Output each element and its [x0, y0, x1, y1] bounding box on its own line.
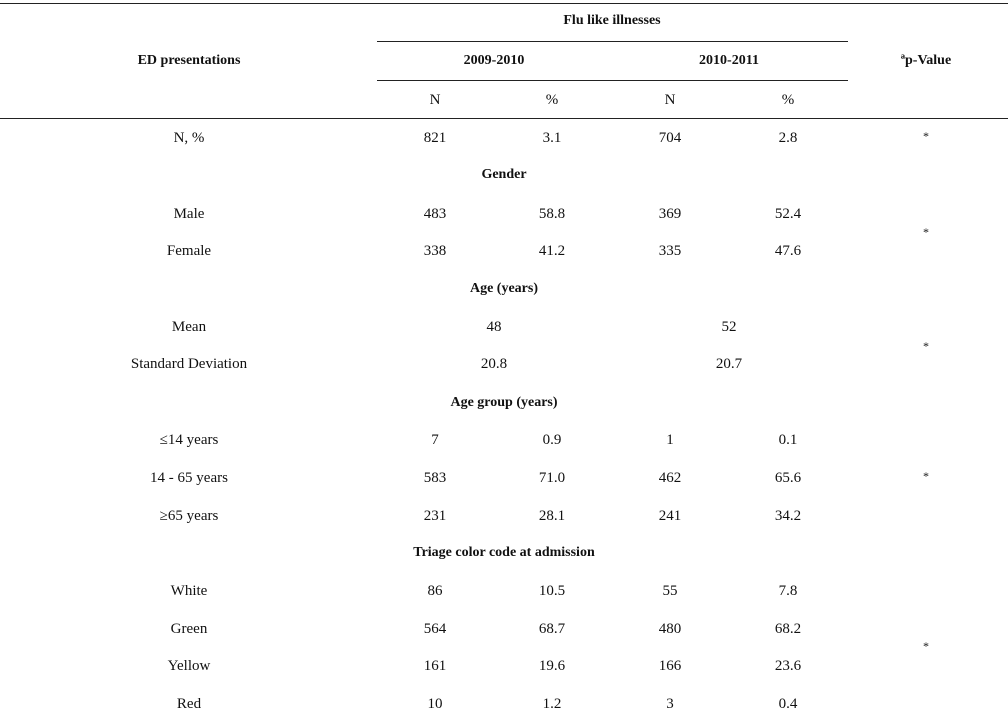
cell-pct-2009: 3.1 — [542, 130, 562, 146]
row-label: Yellow — [167, 658, 211, 674]
cell-n-2009: 231 — [423, 508, 447, 524]
cell-pct-2010: 34.2 — [774, 508, 802, 524]
cell-pct-2009: 28.1 — [538, 508, 566, 524]
row-label: Standard Deviation — [130, 356, 248, 372]
header-bottom-rule — [0, 118, 1008, 119]
row-label: Red — [176, 696, 202, 712]
pvalue-mark: * — [923, 225, 929, 239]
group-rule — [377, 41, 848, 42]
cell-n-2009: 564 — [423, 621, 447, 637]
section-header: Gender — [481, 167, 527, 182]
row-label: Mean — [171, 319, 207, 335]
period-header-2: 2010-2011 — [699, 53, 759, 68]
cell-n-2010: 241 — [658, 508, 682, 524]
pvalue-mark: * — [923, 339, 929, 353]
cell-n-2009: 7 — [431, 432, 439, 448]
cell-n-2010: 1 — [666, 432, 674, 448]
cell-n-2010: 462 — [658, 470, 682, 486]
cell-pct-2009: 19.6 — [538, 658, 566, 674]
row-label: Female — [166, 243, 212, 259]
cell-pct-2009: 0.9 — [542, 432, 562, 448]
cell-pct-2010: 47.6 — [774, 243, 802, 259]
row-label-header: ED presentations — [137, 53, 241, 68]
top-rule — [0, 3, 1008, 4]
cell-pct-2010: 0.4 — [778, 696, 798, 712]
cell-pct-2010: 7.8 — [778, 583, 798, 599]
cell-pct-2010: 68.2 — [774, 621, 802, 637]
cell-n-2010: 3 — [666, 696, 674, 712]
col-pct-header-1: % — [545, 92, 559, 108]
section-header: Triage color code at admission — [413, 545, 595, 560]
cell-value-2010: 20.7 — [715, 356, 743, 372]
group-header: Flu like illnesses — [563, 13, 661, 28]
cell-n-2009: 338 — [423, 243, 447, 259]
cell-value-2009: 48 — [486, 319, 502, 335]
row-label: ≤14 years — [159, 432, 219, 448]
cell-pct-2009: 1.2 — [542, 696, 562, 712]
row-label: N, % — [173, 130, 205, 146]
section-header: Age group (years) — [450, 395, 558, 410]
col-n-header-2: N — [664, 92, 676, 108]
cell-pct-2009: 41.2 — [538, 243, 566, 259]
cell-n-2010: 369 — [658, 206, 682, 222]
cell-pct-2010: 65.6 — [774, 470, 802, 486]
cell-pct-2010: 0.1 — [778, 432, 798, 448]
pvalue-mark: * — [923, 639, 929, 653]
cell-value-2010: 52 — [721, 319, 737, 335]
cell-n-2010: 55 — [662, 583, 678, 599]
period-header-1: 2009-2010 — [463, 53, 525, 68]
cell-pct-2010: 52.4 — [774, 206, 802, 222]
row-label: White — [170, 583, 208, 599]
cell-pct-2010: 2.8 — [778, 130, 798, 146]
pvalue-mark: * — [923, 129, 929, 143]
cell-n-2009: 483 — [423, 206, 447, 222]
cell-pct-2009: 58.8 — [538, 206, 566, 222]
pvalue-mark: * — [923, 469, 929, 483]
col-pct-header-2: % — [781, 92, 795, 108]
col-n-header-1: N — [429, 92, 441, 108]
row-label: 14 - 65 years — [150, 470, 228, 486]
cell-n-2009: 583 — [423, 470, 447, 486]
cell-pct-2009: 10.5 — [538, 583, 566, 599]
pvalue-header: ªp-Value — [900, 53, 952, 68]
row-label: ≥65 years — [159, 508, 219, 524]
cell-n-2010: 704 — [658, 130, 682, 146]
cell-value-2009: 20.8 — [480, 356, 508, 372]
cell-pct-2009: 68.7 — [538, 621, 566, 637]
cell-pct-2010: 23.6 — [774, 658, 802, 674]
cell-pct-2009: 71.0 — [538, 470, 566, 486]
cell-n-2010: 480 — [658, 621, 682, 637]
cell-n-2010: 335 — [658, 243, 682, 259]
row-label: Male — [173, 206, 205, 222]
row-label: Green — [170, 621, 208, 637]
cell-n-2009: 86 — [427, 583, 443, 599]
cell-n-2010: 166 — [658, 658, 682, 674]
cell-n-2009: 10 — [427, 696, 443, 712]
section-header: Age (years) — [469, 281, 539, 296]
cell-n-2009: 161 — [423, 658, 447, 674]
cell-n-2009: 821 — [423, 130, 447, 146]
period-rule — [377, 80, 848, 81]
